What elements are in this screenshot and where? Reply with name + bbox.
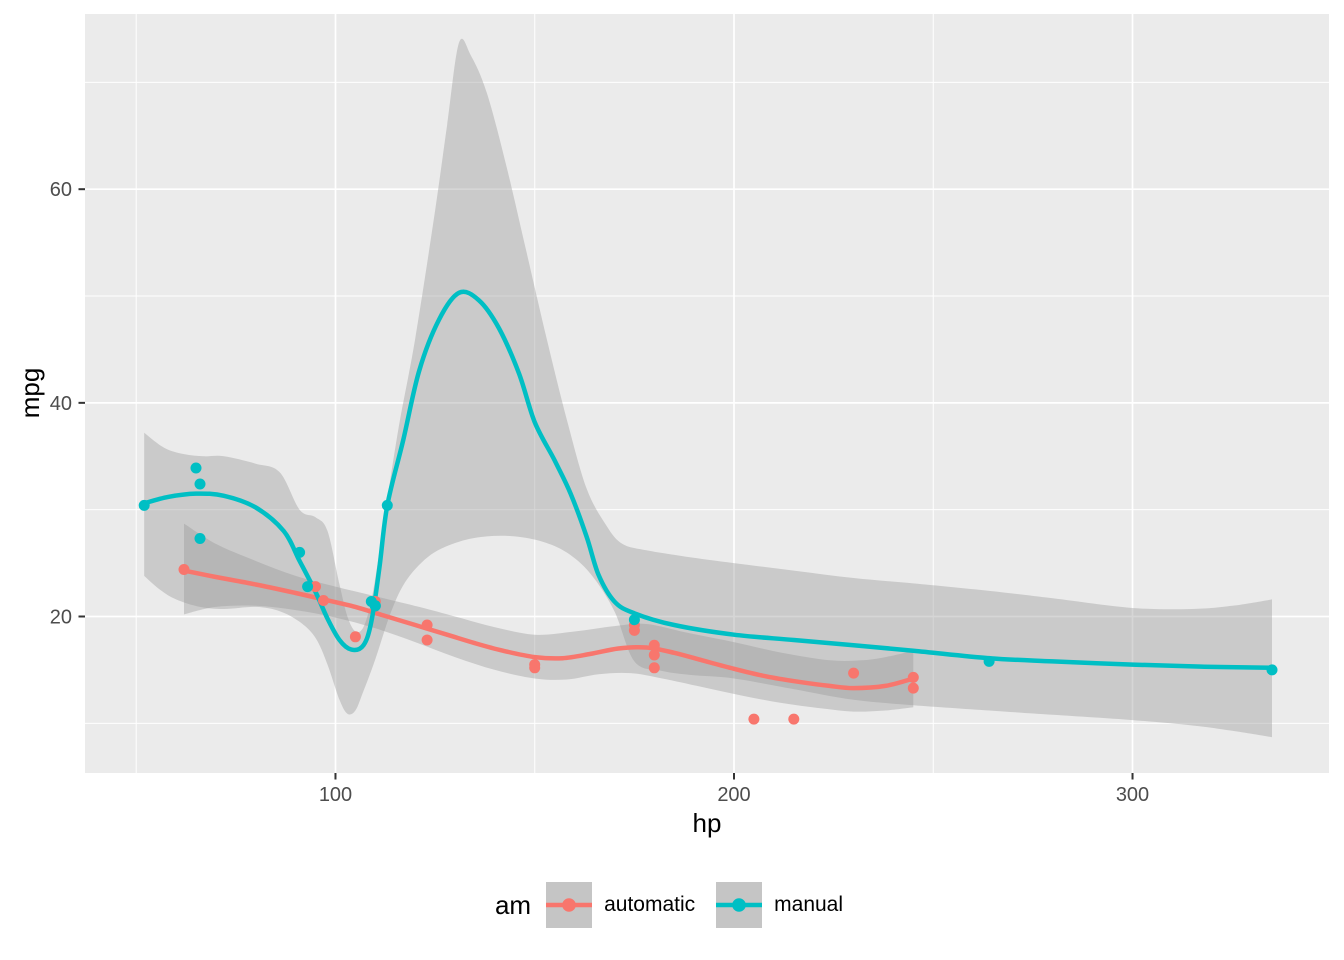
y-tick-label: 20 — [50, 607, 72, 629]
plot-area — [138, 38, 1278, 738]
x-tick-label: 300 — [1116, 784, 1149, 806]
x-tick-label: 100 — [319, 784, 352, 806]
ribbon-automatic — [184, 523, 914, 712]
legend-key-automatic — [546, 882, 593, 928]
legend-title: am — [494, 889, 532, 920]
x-tick-label: 200 — [717, 784, 750, 806]
legend-entry-manual: manual — [716, 882, 843, 928]
data-point-automatic — [907, 682, 919, 694]
data-point-manual — [1266, 664, 1278, 676]
data-point-manual — [628, 614, 640, 626]
data-point-manual — [194, 478, 206, 490]
data-point-automatic — [349, 631, 361, 643]
gridlines-minor — [85, 14, 1329, 773]
y-tick-label: 60 — [50, 179, 72, 201]
y-tick-label: 40 — [50, 393, 72, 415]
data-point-manual — [190, 462, 202, 474]
x-tick-labels: 100 200 300 — [319, 784, 1149, 806]
data-point-automatic — [648, 649, 660, 661]
data-point-automatic — [421, 619, 433, 631]
y-tick-labels: 20 40 60 — [50, 179, 72, 628]
gridlines-major — [85, 14, 1329, 773]
data-point-manual — [365, 596, 377, 607]
y-axis-title: mpg — [15, 367, 45, 419]
data-point-manual — [194, 533, 206, 544]
panel-background — [85, 14, 1329, 773]
data-point-automatic — [788, 713, 800, 725]
points-automatic — [178, 564, 919, 725]
chart-canvas: 100 200 300 20 40 60 — [50, 14, 1329, 806]
data-point-manual — [294, 546, 306, 558]
legend: am automatic manual — [0, 881, 1344, 929]
data-point-automatic — [648, 662, 660, 674]
legend-label-manual: manual — [774, 893, 844, 916]
legend-key-dot-manual — [732, 898, 746, 912]
data-point-automatic — [178, 564, 190, 575]
legend-key-dot-automatic — [562, 898, 576, 912]
data-point-manual — [302, 581, 314, 593]
data-point-automatic — [648, 639, 660, 651]
legend-key-manual — [716, 882, 763, 928]
data-point-manual — [138, 499, 150, 511]
data-point-manual — [381, 499, 393, 511]
data-point-automatic — [310, 581, 321, 593]
x-axis-title: hp — [692, 808, 722, 838]
axis-tick-marks — [78, 188, 1134, 780]
data-point-automatic — [748, 713, 760, 725]
data-point-automatic — [907, 671, 919, 683]
legend-label-automatic: automatic — [604, 893, 696, 916]
points-manual — [138, 462, 1278, 676]
data-point-automatic — [848, 667, 860, 679]
legend-entry-automatic: automatic — [546, 882, 695, 928]
data-point-automatic — [421, 634, 433, 646]
data-point-automatic — [318, 595, 329, 606]
smooth-line-manual — [141, 289, 1275, 671]
data-point-manual — [983, 655, 995, 667]
data-point-automatic — [529, 662, 541, 674]
